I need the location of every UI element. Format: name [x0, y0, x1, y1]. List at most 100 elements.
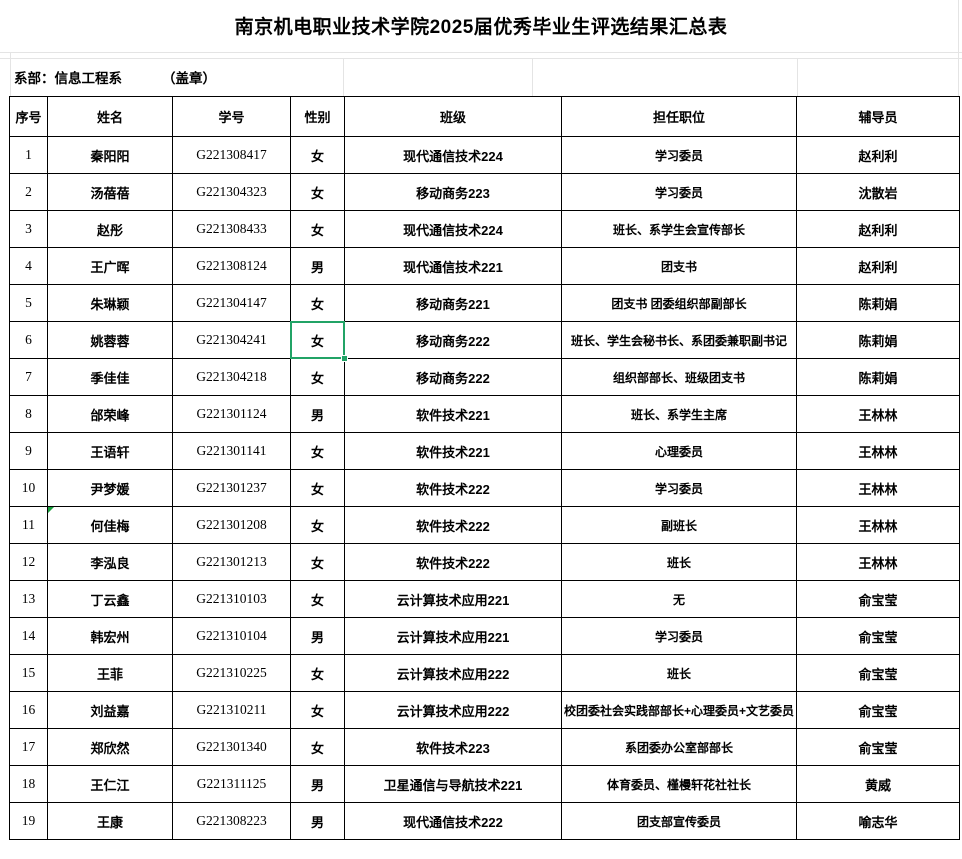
cell-class[interactable]: 卫星通信与导航技术221	[344, 765, 562, 803]
cell-seq[interactable]: 4	[9, 247, 48, 285]
cell-student-id[interactable]: G221308124	[172, 247, 291, 285]
cell-seq[interactable]: 10	[9, 469, 48, 507]
cell-class[interactable]: 移动商务223	[344, 173, 562, 211]
cell-student-id[interactable]: G221310225	[172, 654, 291, 692]
cell-student-id[interactable]: G221304241	[172, 321, 291, 359]
cell-counselor[interactable]: 沈散岩	[796, 173, 960, 211]
header-cell-class[interactable]: 班级	[344, 96, 562, 137]
cell-counselor[interactable]: 赵利利	[796, 210, 960, 248]
cell-student-id[interactable]: G221304147	[172, 284, 291, 322]
cell-class[interactable]: 移动商务222	[344, 358, 562, 396]
cell-counselor[interactable]: 王林林	[796, 469, 960, 507]
cell-seq[interactable]: 3	[9, 210, 48, 248]
cell-seq[interactable]: 15	[9, 654, 48, 692]
cell-student-id[interactable]: G221301237	[172, 469, 291, 507]
cell-position[interactable]: 班长、系学生会宣传部长	[561, 210, 797, 248]
cell-position[interactable]: 团支书	[561, 247, 797, 285]
cell-counselor[interactable]: 俞宝莹	[796, 580, 960, 618]
cell-name[interactable]: 王菲	[47, 654, 173, 692]
cell-class[interactable]: 软件技术222	[344, 506, 562, 544]
cell-class[interactable]: 云计算技术应用221	[344, 580, 562, 618]
cell-gender[interactable]: 女	[290, 654, 345, 692]
cell-name[interactable]: 姚蓉蓉	[47, 321, 173, 359]
cell-name[interactable]: 李泓良	[47, 543, 173, 581]
cell-seq[interactable]: 8	[9, 395, 48, 433]
cell-seq[interactable]: 18	[9, 765, 48, 803]
cell-gender[interactable]: 女	[290, 691, 345, 729]
cell-counselor[interactable]: 陈莉娟	[796, 321, 960, 359]
cell-seq[interactable]: 2	[9, 173, 48, 211]
cell-counselor[interactable]: 王林林	[796, 395, 960, 433]
cell-counselor[interactable]: 俞宝莹	[796, 691, 960, 729]
cell-seq[interactable]: 19	[9, 802, 48, 840]
cell-student-id[interactable]: G221308433	[172, 210, 291, 248]
cell-seq[interactable]: 5	[9, 284, 48, 322]
header-cell-name[interactable]: 姓名	[47, 96, 173, 137]
cell-counselor[interactable]: 赵利利	[796, 247, 960, 285]
cell-position[interactable]: 系团委办公室部部长	[561, 728, 797, 766]
cell-name[interactable]: 王广晖	[47, 247, 173, 285]
cell-gender[interactable]: 女	[290, 580, 345, 618]
cell-gender[interactable]: 男	[290, 617, 345, 655]
cell-seq[interactable]: 12	[9, 543, 48, 581]
cell-gender[interactable]: 男	[290, 395, 345, 433]
cell-seq[interactable]: 13	[9, 580, 48, 618]
cell-student-id[interactable]: G221301340	[172, 728, 291, 766]
header-cell-counselor[interactable]: 辅导员	[796, 96, 960, 137]
cell-counselor[interactable]: 俞宝莹	[796, 654, 960, 692]
cell-class[interactable]: 现代通信技术224	[344, 210, 562, 248]
cell-seq[interactable]: 1	[9, 136, 48, 174]
cell-class[interactable]: 移动商务221	[344, 284, 562, 322]
cell-gender[interactable]: 男	[290, 765, 345, 803]
cell-gender[interactable]: 女	[290, 728, 345, 766]
cell-gender[interactable]: 女	[290, 321, 348, 362]
cell-counselor[interactable]: 喻志华	[796, 802, 960, 840]
cell-position[interactable]: 班长、学生会秘书长、系团委兼职副书记	[561, 321, 797, 359]
cell-student-id[interactable]: G221310104	[172, 617, 291, 655]
cell-gender[interactable]: 女	[290, 136, 345, 174]
cell-class[interactable]: 云计算技术应用222	[344, 691, 562, 729]
cell-name[interactable]: 赵彤	[47, 210, 173, 248]
cell-gender[interactable]: 女	[290, 173, 345, 211]
cell-position[interactable]: 无	[561, 580, 797, 618]
cell-name[interactable]: 秦阳阳	[47, 136, 173, 174]
cell-position[interactable]: 学习委员	[561, 136, 797, 174]
cell-student-id[interactable]: G221301213	[172, 543, 291, 581]
cell-name[interactable]: 季佳佳	[47, 358, 173, 396]
cell-name[interactable]: 郑欣然	[47, 728, 173, 766]
cell-gender[interactable]: 女	[290, 358, 345, 396]
cell-student-id[interactable]: G221311125	[172, 765, 291, 803]
cell-student-id[interactable]: G221301124	[172, 395, 291, 433]
cell-position[interactable]: 团支书 团委组织部副部长	[561, 284, 797, 322]
cell-counselor[interactable]: 王林林	[796, 543, 960, 581]
header-cell-student-id[interactable]: 学号	[172, 96, 291, 137]
cell-student-id[interactable]: G221308223	[172, 802, 291, 840]
cell-gender[interactable]: 女	[290, 543, 345, 581]
header-cell-seq[interactable]: 序号	[9, 96, 48, 137]
cell-name[interactable]: 王康	[47, 802, 173, 840]
cell-class[interactable]: 软件技术221	[344, 395, 562, 433]
cell-position[interactable]: 学习委员	[561, 469, 797, 507]
cell-name[interactable]: 王仁江	[47, 765, 173, 803]
cell-gender[interactable]: 女	[290, 469, 345, 507]
fill-handle[interactable]	[341, 355, 348, 362]
cell-name[interactable]: 邰荣峰	[47, 395, 173, 433]
cell-gender[interactable]: 女	[290, 284, 345, 322]
cell-counselor[interactable]: 王林林	[796, 432, 960, 470]
cell-class[interactable]: 软件技术222	[344, 543, 562, 581]
cell-seq[interactable]: 6	[9, 321, 48, 359]
cell-student-id[interactable]: G221308417	[172, 136, 291, 174]
cell-position[interactable]: 心理委员	[561, 432, 797, 470]
cell-name[interactable]: 汤蓓蓓	[47, 173, 173, 211]
cell-student-id[interactable]: G221301141	[172, 432, 291, 470]
cell-counselor[interactable]: 陈莉娟	[796, 284, 960, 322]
cell-name[interactable]: 丁云鑫	[47, 580, 173, 618]
cell-student-id[interactable]: G221310211	[172, 691, 291, 729]
cell-student-id[interactable]: G221304218	[172, 358, 291, 396]
cell-name[interactable]: 刘益嘉	[47, 691, 173, 729]
cell-seq[interactable]: 9	[9, 432, 48, 470]
cell-position[interactable]: 学习委员	[561, 173, 797, 211]
cell-student-id[interactable]: G221310103	[172, 580, 291, 618]
cell-class[interactable]: 云计算技术应用222	[344, 654, 562, 692]
cell-seq[interactable]: 7	[9, 358, 48, 396]
